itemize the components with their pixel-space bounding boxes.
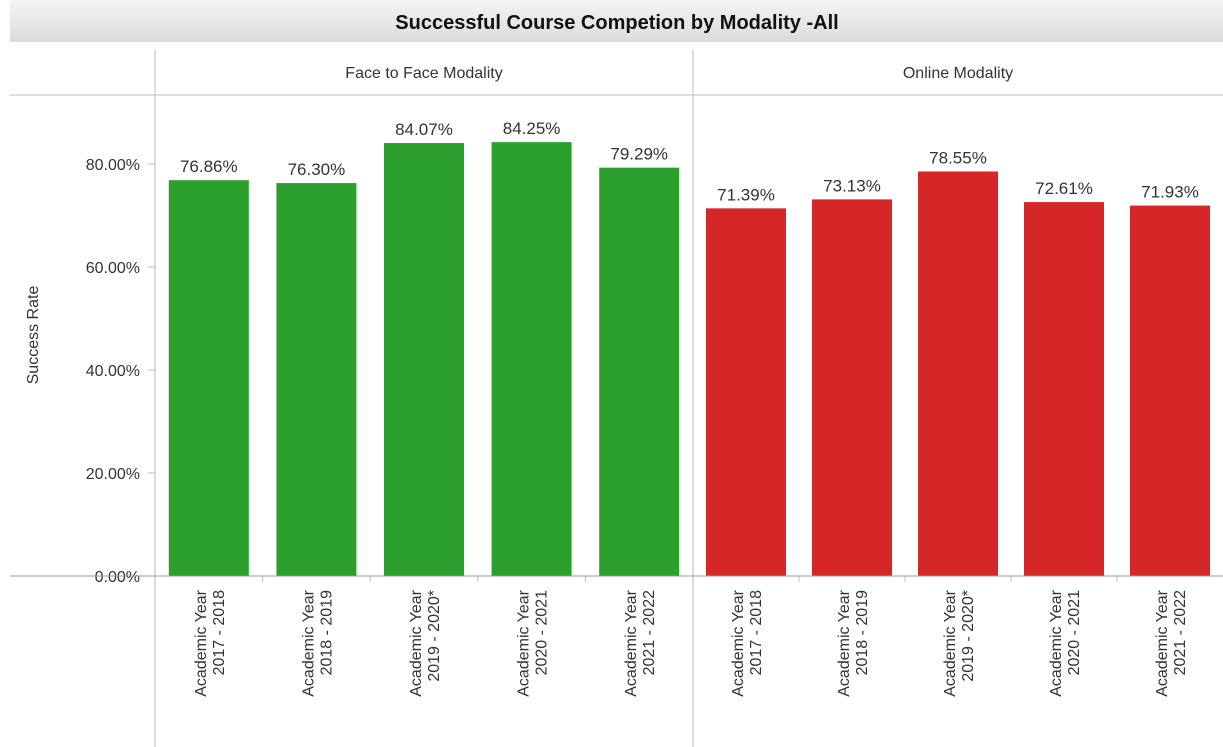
x-tick-label: Academic Year2018 - 2019 <box>300 589 335 696</box>
x-tick-label: Academic Year2018 - 2019 <box>836 589 871 696</box>
x-tick-label: Academic Year2020 - 2021 <box>516 589 551 696</box>
y-axis-label: Success Rate <box>25 286 42 385</box>
panel-header: Face to Face Modality <box>345 65 502 82</box>
value-label: 71.39% <box>717 185 775 204</box>
value-label: 84.07% <box>395 120 453 139</box>
value-label: 76.86% <box>180 157 238 176</box>
bar <box>1130 205 1210 576</box>
chart-title: Successful Course Competion by Modality … <box>395 12 838 34</box>
x-tick-label: Academic Year2021 - 2022 <box>1154 589 1189 696</box>
bar <box>812 199 892 576</box>
x-tick-label: Academic Year2017 - 2018 <box>730 589 765 696</box>
value-label: 79.29% <box>610 145 668 164</box>
panel-header: Online Modality <box>903 65 1013 82</box>
value-label: 71.93% <box>1141 183 1199 202</box>
x-tick-label: Academic Year2021 - 2022 <box>623 589 658 696</box>
value-label: 84.25% <box>503 119 561 138</box>
title-bar <box>10 0 1223 42</box>
bar <box>276 183 357 576</box>
x-tick-label: Academic Year2017 - 2018 <box>193 589 228 696</box>
value-label: 78.55% <box>929 148 987 167</box>
value-label: 72.61% <box>1035 179 1093 198</box>
value-label: 76.30% <box>288 160 346 179</box>
bar <box>706 208 786 577</box>
bar <box>384 143 464 576</box>
x-tick-label: Academic Year2020 - 2021 <box>1048 589 1083 696</box>
x-tick-label: Academic Year2019 - 2020* <box>942 589 977 696</box>
bar <box>918 171 998 577</box>
y-tick-label: 40.00% <box>86 363 140 380</box>
bar <box>491 142 572 576</box>
x-tick-label: Academic Year2019 - 2020* <box>408 589 443 696</box>
y-tick-label: 0.00% <box>95 569 140 586</box>
bar <box>1024 202 1104 576</box>
y-tick-label: 60.00% <box>86 260 140 277</box>
y-tick-label: 80.00% <box>86 157 140 174</box>
bar <box>168 180 249 576</box>
value-label: 73.13% <box>823 176 881 195</box>
y-tick-label: 20.00% <box>86 466 140 483</box>
bar <box>599 167 680 577</box>
